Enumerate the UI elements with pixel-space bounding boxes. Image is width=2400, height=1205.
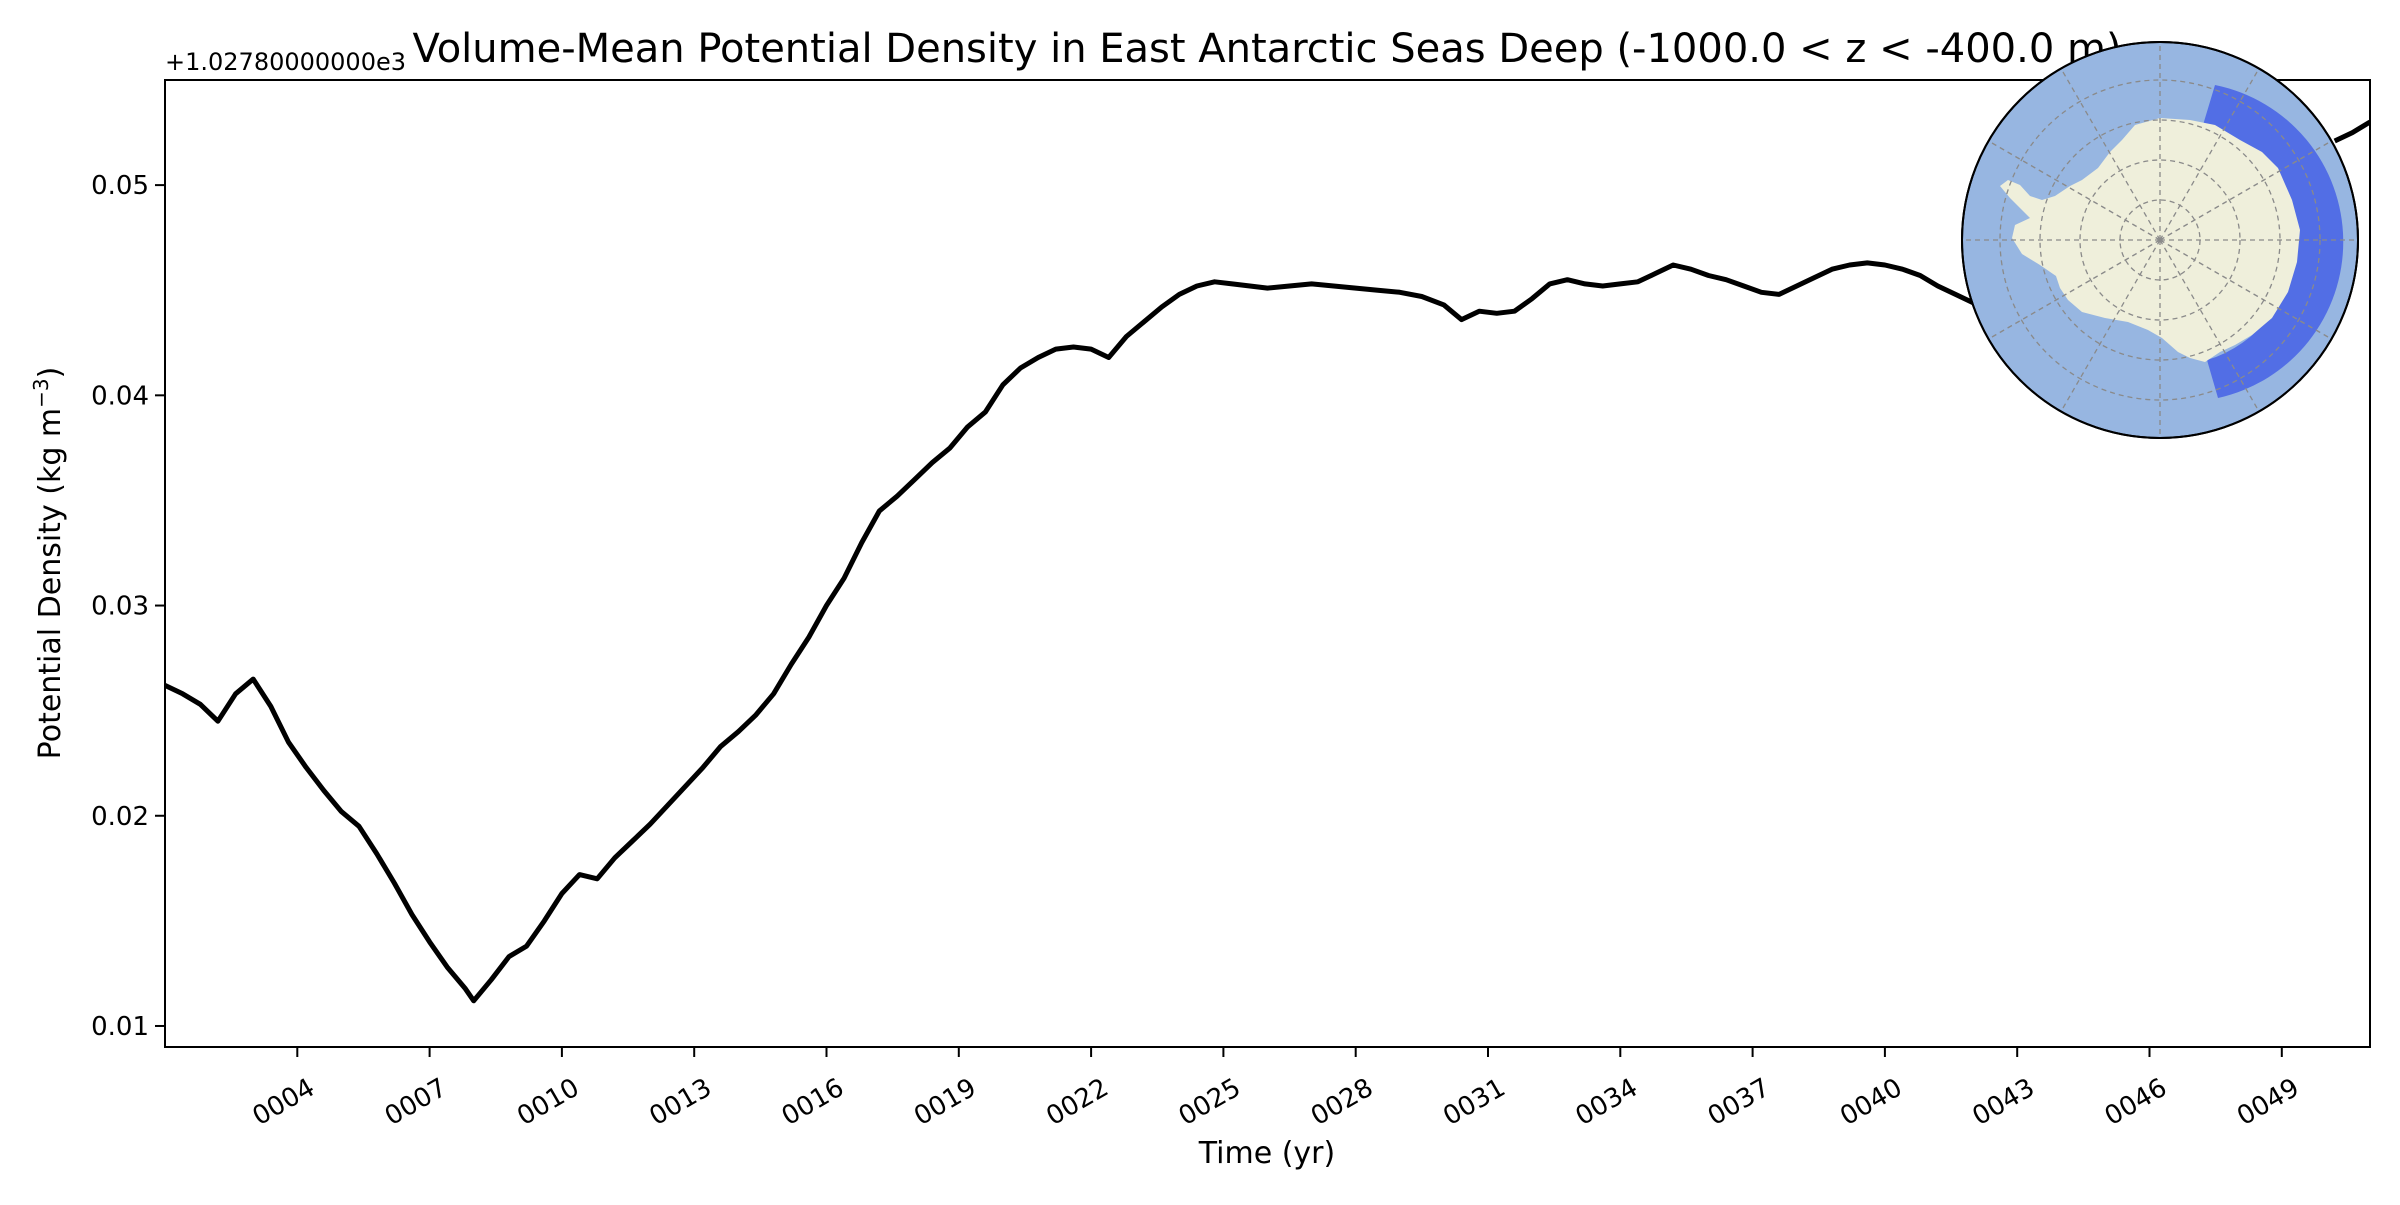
map-longitude-line (1988, 239, 2161, 340)
x-tick-label: 0022 (1041, 1073, 1113, 1132)
map-latitude-line (1999, 79, 2321, 401)
data-line (165, 260, 1992, 1004)
y-offset-label: +1.02780000000e3 (165, 48, 406, 76)
map-longitude-line (2060, 68, 2161, 241)
map-longitude-line (2159, 239, 2332, 340)
x-tick-label: 0034 (1571, 1073, 1643, 1132)
x-tick-label: 0016 (777, 1073, 849, 1132)
y-tick-label: 0.04 (91, 381, 149, 411)
x-tick-label: 0043 (1967, 1073, 2039, 1132)
map-longitude-line (2159, 140, 2332, 241)
antarctic-inset-map (1961, 41, 2359, 439)
y-tick-label: 0.02 (91, 802, 149, 832)
y-tick-label: 0.01 (91, 1012, 149, 1042)
x-tick-label: 0004 (248, 1073, 320, 1132)
x-tick-label: 0025 (1174, 1073, 1246, 1132)
y-axis-label: Potential Density (kg m−3) (29, 367, 68, 760)
map-latitude-line (2079, 159, 2241, 321)
map-longitude-line (2159, 239, 2260, 412)
map-longitude-line (2060, 239, 2161, 412)
y-axis: 0.01 0.02 0.03 0.04 0.05 (91, 171, 165, 1042)
x-tick-label: 0040 (1835, 1073, 1907, 1132)
x-tick-label: 0049 (2232, 1073, 2304, 1132)
x-axis-label: Time (yr) (1198, 1136, 1335, 1171)
x-tick-label: 0028 (1306, 1073, 1378, 1132)
map-highlight-region (2203, 85, 2344, 398)
map-longitude-line (1988, 140, 2161, 241)
x-tick-label: 0007 (380, 1073, 452, 1132)
map-longitude-line (2159, 68, 2260, 241)
x-tick-label: 0046 (2100, 1073, 2172, 1132)
x-tick-label: 0019 (909, 1073, 981, 1132)
x-tick-label: 0010 (512, 1073, 584, 1132)
y-tick-label: 0.05 (91, 171, 149, 201)
y-tick-label: 0.03 (91, 592, 149, 622)
plot-frame (164, 79, 2371, 1048)
plot-area (165, 119, 2370, 1004)
x-tick-label: 0037 (1703, 1073, 1775, 1132)
map-graticule (1962, 42, 2358, 438)
data-line-end-segment (2333, 119, 2370, 144)
chart-title: Volume-Mean Potential Density in East An… (412, 26, 2121, 72)
x-tick-label: 0013 (644, 1073, 716, 1132)
map-border (1961, 41, 2359, 439)
x-tick-label: 0031 (1438, 1073, 1510, 1132)
x-axis: 0004 0007 0010 0013 0016 0019 0022 0025 0028 0031… (248, 1047, 2304, 1132)
